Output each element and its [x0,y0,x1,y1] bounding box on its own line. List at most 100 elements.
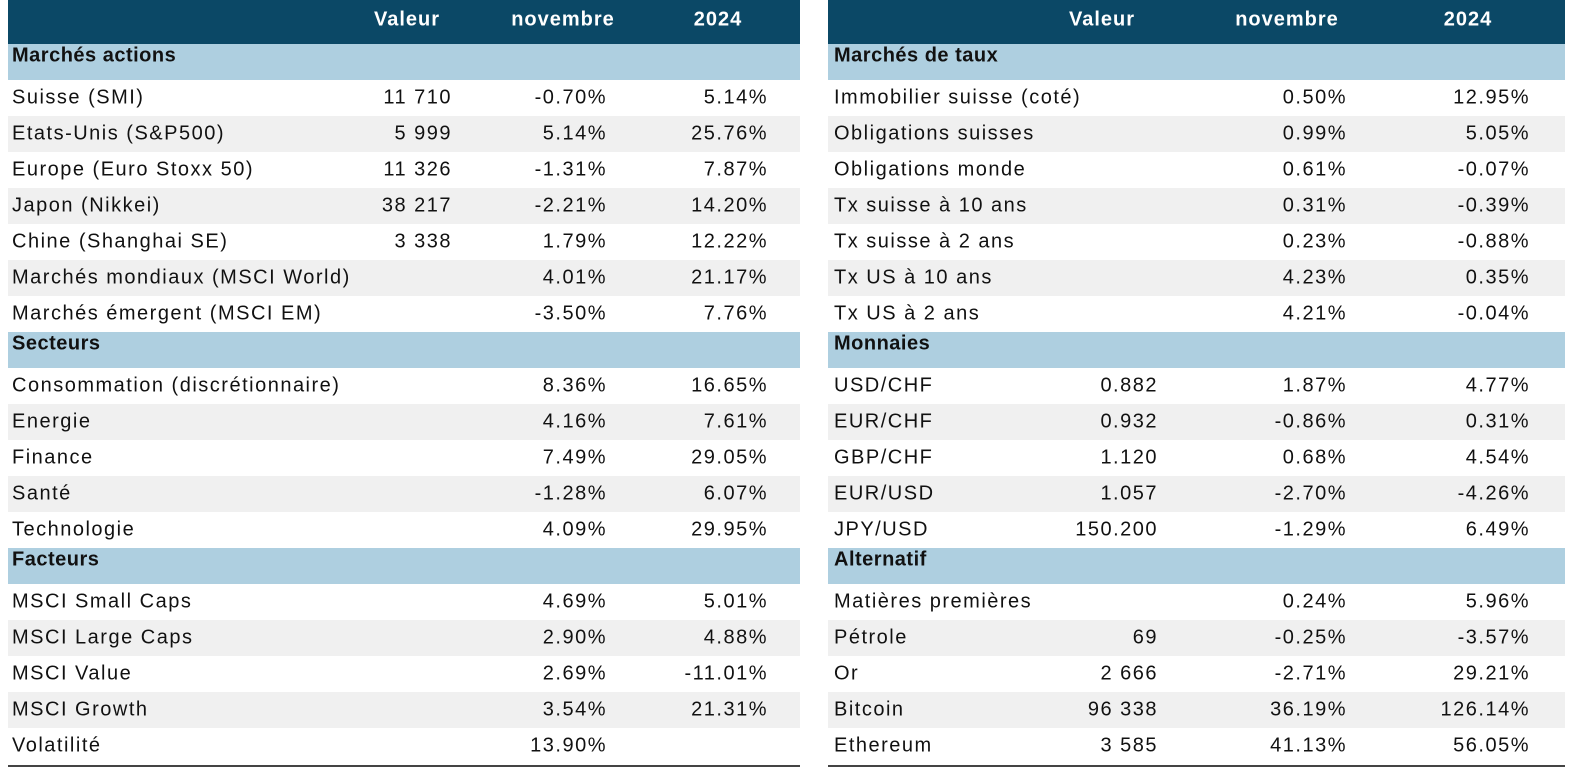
table-row [828,404,1565,440]
cell-value: 29.05% [691,446,768,468]
row-label: JPY/USD [834,518,929,540]
cell-value: 0.61% [1283,158,1347,180]
section-title: Alternatif [834,548,927,570]
cell-value: 13.90% [530,734,607,756]
row-label: Obligations monde [834,158,1026,180]
row-label: Etats-Unis (S&P500) [12,122,225,144]
row-label: Tx US à 10 ans [834,266,993,288]
table-row [828,620,1565,656]
cell-value: 3 585 [1100,734,1158,756]
row-label: Tx US à 2 ans [834,302,980,324]
cell-value: 1.87% [1283,374,1347,396]
row-label: Energie [12,410,91,432]
cell-value: -0.07% [1458,158,1530,180]
row-label: Consommation (discrétionnaire) [12,374,340,396]
table-row [8,440,800,476]
row-label: Finance [12,446,94,468]
row-label: Volatilité [12,734,102,756]
row-label: Pétrole [834,626,908,648]
cell-value: 7.49% [543,446,607,468]
section-row [828,44,1565,80]
cell-value: 1.120 [1100,446,1158,468]
row-label: MSCI Small Caps [12,590,192,612]
cell-value: -4.26% [1458,482,1530,504]
table-row [828,476,1565,512]
row-label: Obligations suisses [834,122,1035,144]
table-row [8,368,800,404]
column-header: Valeur [374,8,440,30]
row-label: Bitcoin [834,698,905,720]
cell-value: 56.05% [1453,734,1530,756]
column-header: 2024 [694,8,743,30]
row-label: Tx suisse à 2 ans [834,230,1015,252]
table-row [828,692,1565,728]
cell-value: 0.35% [1466,266,1530,288]
cell-value: 12.95% [1453,86,1530,108]
row-label: EUR/USD [834,482,935,504]
table-row [828,296,1565,332]
cell-value: 1.057 [1100,482,1158,504]
column-header: novembre [1235,8,1339,30]
row-label: Europe (Euro Stoxx 50) [12,158,254,180]
table-row [828,224,1565,260]
table-row [828,188,1565,224]
cell-value: 7.87% [704,158,768,180]
column-header: novembre [511,8,615,30]
cell-value: 0.50% [1283,86,1347,108]
column-header: 2024 [1444,8,1493,30]
cell-value: -11.01% [684,662,768,684]
cell-value: -2.21% [535,194,607,216]
section-title: Marchés de taux [834,44,998,66]
table-row [828,728,1565,764]
table-row [8,692,800,728]
cell-value: 6.07% [704,482,768,504]
cell-value: 21.17% [691,266,768,288]
table-row [828,440,1565,476]
cell-value: 41.13% [1270,734,1347,756]
cell-value: 4.21% [1283,302,1347,324]
table-row [8,404,800,440]
cell-value: 0.932 [1100,410,1158,432]
cell-value: 5.05% [1466,122,1530,144]
row-label: Marchés émergent (MSCI EM) [12,302,322,324]
section-row [8,332,800,368]
cell-value: 4.54% [1466,446,1530,468]
cell-value: 21.31% [691,698,768,720]
table-row [8,296,800,332]
cell-value: -1.28% [535,482,607,504]
table-row [8,152,800,188]
cell-value: 8.36% [543,374,607,396]
row-label: GBP/CHF [834,446,933,468]
cell-value: 4.69% [543,590,607,612]
table-row [828,656,1565,692]
cell-value: -1.29% [1275,518,1347,540]
cell-value: -0.86% [1275,410,1347,432]
section-row [828,548,1565,584]
section-title: Secteurs [12,332,101,354]
cell-value: 0.24% [1283,590,1347,612]
row-label: MSCI Growth [12,698,149,720]
row-label: MSCI Value [12,662,132,684]
cell-value: 12.22% [691,230,768,252]
section-title: Monnaies [834,332,930,354]
cell-value: 36.19% [1270,698,1347,720]
cell-value: 11 326 [383,158,452,180]
row-label: Ethereum [834,734,933,756]
cell-value: 2.69% [543,662,607,684]
cell-value: -1.31% [535,158,607,180]
row-label: Immobilier suisse (coté) [834,86,1081,108]
cell-value: 0.23% [1283,230,1347,252]
cell-value: 16.65% [691,374,768,396]
cell-value: -2.71% [1275,662,1347,684]
table-row [8,656,800,692]
cell-value: 5 999 [394,122,452,144]
cell-value: 7.61% [704,410,768,432]
table-row [828,512,1565,548]
cell-value: 29.95% [691,518,768,540]
table-row [828,260,1565,296]
table-row [8,188,800,224]
cell-value: 6.49% [1466,518,1530,540]
table-row [8,476,800,512]
cell-value: 0.68% [1283,446,1347,468]
table-row [8,620,800,656]
